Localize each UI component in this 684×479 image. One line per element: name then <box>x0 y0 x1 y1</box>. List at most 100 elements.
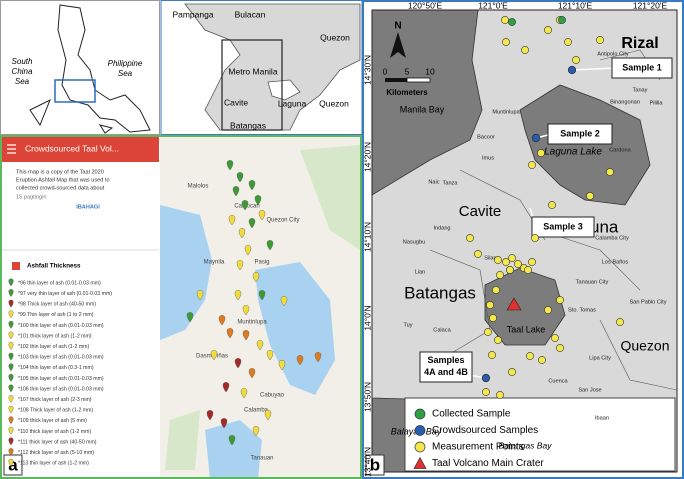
label: Tanza <box>443 180 459 186</box>
pin <box>8 373 14 382</box>
pin <box>242 330 250 341</box>
pin <box>236 172 244 183</box>
measurement-point <box>502 258 510 266</box>
layer-checkbox[interactable] <box>12 262 20 270</box>
label: Imus <box>482 155 494 161</box>
pin <box>8 331 14 340</box>
measurement-point <box>606 168 614 176</box>
label: Pasig <box>254 260 269 266</box>
measurement-point <box>492 286 500 294</box>
web-map <box>160 137 360 477</box>
label: Crowdsourced Samples <box>432 425 538 436</box>
measurement-point <box>508 254 516 262</box>
pin <box>8 395 14 403</box>
label: Crowdsourced Taal Vol... <box>25 143 119 153</box>
label: Manila Bay <box>400 104 445 114</box>
collected-sample <box>508 18 516 26</box>
label: Laguna Lake <box>544 147 602 158</box>
label: Sample 2 <box>560 128 600 138</box>
label: 14°0'N <box>362 305 372 330</box>
legend-symbol <box>413 456 427 469</box>
pin <box>232 186 240 197</box>
measurement-point <box>537 149 545 157</box>
label: Lian <box>415 269 426 275</box>
measurement-point <box>524 266 532 274</box>
label: *103 thin layer of ash (0.01-0.03 mm) <box>18 355 104 361</box>
pin <box>186 312 194 323</box>
label: Tanauan City <box>576 279 609 285</box>
label: *98 Thick layer of ash (40-50 mm) <box>18 302 96 308</box>
panel-a: a <box>0 135 362 479</box>
label: *113 thin layer of ash (1-2 mm) <box>18 461 89 467</box>
pin <box>228 215 236 226</box>
pin <box>314 352 322 363</box>
pin <box>8 426 14 435</box>
label: Cabuyao <box>260 393 285 399</box>
measurement-point <box>586 192 594 200</box>
label: *109 thick layer of ash (5 mm) <box>18 418 87 424</box>
measurement-point <box>556 296 564 304</box>
label: *105 thin layer of ash (0.01-0.03 mm) <box>18 376 104 382</box>
label: South <box>12 57 33 66</box>
label: Antipolo City <box>597 51 629 57</box>
label-line: 4A and 4B <box>424 367 468 377</box>
label: Taal Lake <box>507 324 546 334</box>
label: Cavite <box>459 203 502 220</box>
label: Indang <box>433 225 450 231</box>
pin <box>278 360 286 371</box>
label: *112 thick layer of ash (5-10 mm) <box>18 450 94 456</box>
pin <box>8 299 14 308</box>
measurement-point <box>496 391 504 399</box>
label: *111 thick layer of ash (40-50 mm) <box>18 439 97 445</box>
label: Philippine <box>108 59 143 68</box>
measurement-point <box>548 201 556 209</box>
pin <box>8 342 14 350</box>
pin <box>218 315 226 326</box>
measurement-point <box>514 260 522 268</box>
menu-icon <box>7 144 16 154</box>
label[interactable]: IBAHAGI <box>76 204 100 210</box>
label: China <box>12 67 33 76</box>
north-arrow <box>390 32 406 58</box>
label: Taal Volcano Main Crater <box>432 458 544 469</box>
pin <box>254 195 262 206</box>
label: San Jose <box>578 387 601 393</box>
lake <box>519 84 651 206</box>
label-line: Samples <box>427 355 464 365</box>
callout-line <box>571 67 617 71</box>
measurement-point <box>538 356 546 364</box>
label: Quezon City <box>266 218 299 224</box>
label: Tanay <box>633 87 648 93</box>
measurement-point <box>526 352 534 360</box>
label: Muntinlupa <box>237 320 267 326</box>
pin <box>196 290 204 301</box>
label: *102 thin layer of ash (1-2 mm) <box>18 344 89 350</box>
label: Sea <box>15 77 30 86</box>
label: 0 <box>383 66 388 76</box>
pin <box>242 305 250 316</box>
pin <box>8 405 14 414</box>
pin <box>8 278 14 287</box>
pin <box>8 458 14 467</box>
measurement-point <box>501 16 509 24</box>
label: 5 <box>405 66 410 76</box>
pin <box>8 416 14 425</box>
label: Batangas <box>230 120 266 130</box>
inset-map <box>0 0 160 135</box>
label: Calamba City <box>595 235 629 241</box>
label: Tanauan <box>250 456 273 462</box>
pin <box>258 210 266 221</box>
label: Sample 3 <box>543 221 583 231</box>
legend-symbol <box>414 441 426 453</box>
label: N <box>394 21 401 32</box>
label: 15 pagtingin <box>16 194 46 200</box>
crowdsourced-sample <box>481 373 491 383</box>
list-pane <box>2 137 159 477</box>
callout-box <box>611 57 673 79</box>
pin <box>236 260 244 271</box>
label: Silang <box>484 255 500 261</box>
measurement-point <box>474 250 482 258</box>
label: Samples 4A and 4B <box>424 355 468 377</box>
pin <box>280 296 288 307</box>
label: Los Baños <box>602 259 629 265</box>
